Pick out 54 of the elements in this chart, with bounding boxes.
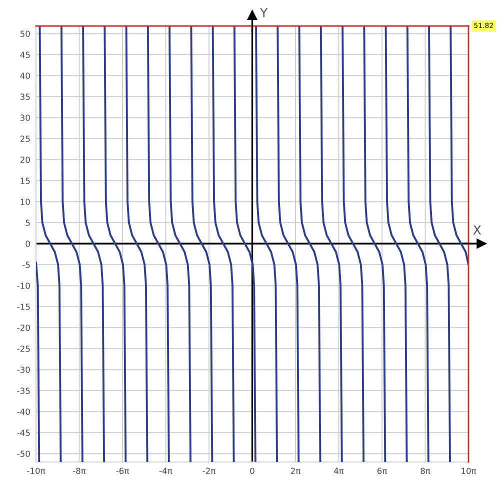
y-tick-label: -15 <box>17 304 30 310</box>
line-series <box>212 26 235 462</box>
y-tick-label: -35 <box>17 388 30 394</box>
line-series <box>233 26 256 462</box>
line-series <box>146 26 170 462</box>
line-series <box>450 26 468 266</box>
line-series <box>104 26 127 462</box>
line-series <box>276 26 300 462</box>
x-axis-title: X <box>473 225 482 234</box>
line-series <box>82 26 106 462</box>
x-tick-label: -2π <box>202 468 216 474</box>
x-tick-label: 8π <box>420 468 430 474</box>
y-tick-label: 50 <box>20 30 30 37</box>
line-series <box>298 26 322 462</box>
y-tick-label: -40 <box>17 408 30 415</box>
y-tick-label: 0 <box>26 240 30 247</box>
y-tick-label: 5 <box>26 220 30 226</box>
y-tick-label: 30 <box>20 114 30 121</box>
y-tick-label: 25 <box>20 136 30 142</box>
line-series <box>406 26 430 462</box>
x-tick-label: -6π <box>116 468 129 474</box>
x-tick-label: -8π <box>72 468 86 474</box>
y-tick-label: 45 <box>20 52 30 58</box>
line-series <box>38 26 62 462</box>
line-series <box>168 26 192 462</box>
y-tick-label: -50 <box>17 450 30 457</box>
line-series <box>384 26 408 462</box>
y-tick-label: -25 <box>17 346 30 352</box>
line-series <box>125 26 148 462</box>
x-tick-label: 6π <box>377 468 387 474</box>
y-tick-label: 10 <box>20 198 30 205</box>
y-tick-label: -10 <box>17 282 30 289</box>
line-series <box>428 26 451 462</box>
line-series <box>190 26 214 462</box>
x-tick-label: 0 <box>250 468 254 474</box>
y-tick-label: -30 <box>17 366 30 373</box>
y-tick-label: 35 <box>20 94 30 100</box>
y-axis-title: Y <box>260 8 268 18</box>
y-tick-label: -20 <box>17 324 30 331</box>
y-tick-label: 20 <box>20 156 30 163</box>
x-tick-label: 2π <box>290 468 300 474</box>
line-series <box>320 26 343 462</box>
y-tick-label: -45 <box>17 430 30 436</box>
line-series <box>342 26 365 462</box>
y-tick-label: 40 <box>20 72 30 79</box>
x-tick-label: -10π <box>27 468 46 474</box>
line-series <box>60 26 84 462</box>
line-series <box>255 26 278 462</box>
y-tick-label: 15 <box>20 178 30 184</box>
x-tick-label: 10π <box>462 468 476 474</box>
line-series <box>363 26 386 462</box>
x-tick-label: 4π <box>334 468 344 474</box>
x-tick-label: -4π <box>160 468 172 474</box>
y-tick-label: -5 <box>22 262 30 268</box>
